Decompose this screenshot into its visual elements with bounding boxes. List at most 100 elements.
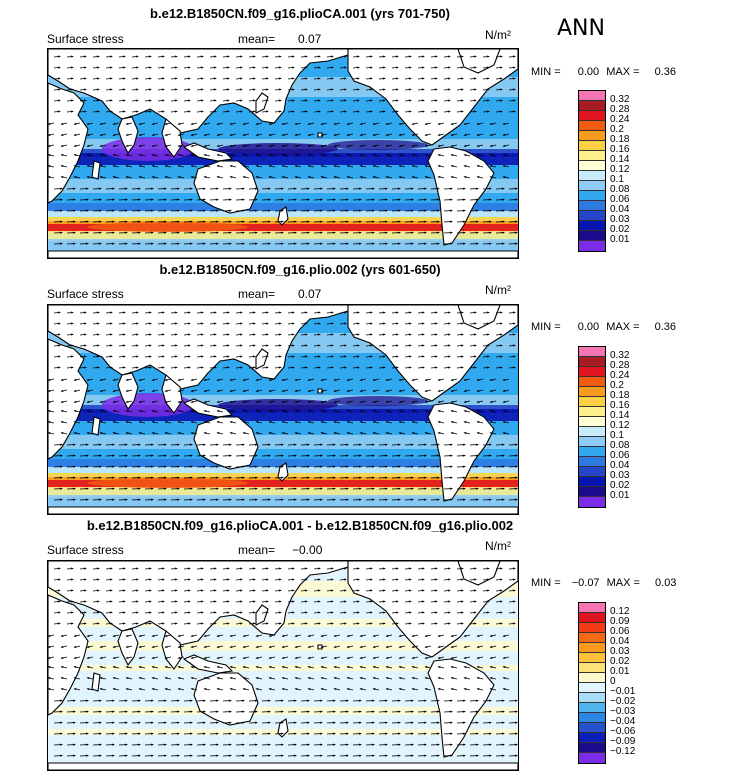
stress-arrow-head (345, 454, 349, 457)
stress-arrow-head (151, 410, 155, 413)
colorbar-tick-label: −0.06 (610, 726, 636, 737)
stress-arrow-head (124, 699, 128, 702)
stress-arrow-head (265, 66, 269, 69)
stress-arrow-head (343, 355, 347, 358)
stress-arrow-head (371, 231, 375, 234)
stress-arrow-head (112, 634, 116, 637)
stress-arrow-head (73, 400, 77, 403)
stress-arrow-head (174, 311, 178, 314)
stress-arrow-head (151, 378, 155, 381)
stress-arrow-head (434, 322, 438, 325)
stress-arrow-head (278, 88, 282, 91)
colorbar-tick-label: 0.02 (610, 656, 630, 667)
stress-arrow-head (137, 443, 141, 446)
stress-arrow-head (164, 400, 168, 403)
stress-arrow-head (99, 432, 103, 435)
stress-arrow-head (423, 209, 427, 212)
stress-arrow-head (423, 187, 427, 190)
stress-arrow-head (242, 634, 246, 637)
stress-arrow-head (267, 498, 271, 501)
stress-arrow-head (512, 333, 516, 336)
stress-arrow-head (59, 710, 63, 713)
stress-arrow-head (489, 677, 493, 680)
stress-arrow-head (177, 144, 181, 147)
stress-arrow-head (267, 710, 271, 713)
stress-arrow-head (408, 578, 412, 581)
stress-arrow-head (278, 611, 282, 614)
stress-arrow-head (408, 77, 412, 80)
stress-arrow-head (164, 677, 168, 680)
stress-arrow-head (122, 344, 126, 347)
stress-arrow-head (148, 110, 152, 113)
stress-arrow-head (200, 322, 204, 325)
stress-arrow-head (164, 645, 168, 648)
stress-arrow-head (213, 366, 217, 369)
stress-arrow-head (163, 187, 167, 190)
stress-arrow-head (216, 634, 220, 637)
stress-arrow-head (306, 721, 310, 724)
stress-arrow-head (59, 220, 63, 223)
stress-arrow-head (70, 567, 74, 570)
stress-arrow-head (395, 77, 399, 80)
stress-arrow-head (137, 743, 141, 746)
stress-arrow-head (176, 743, 180, 746)
stress-arrow-head (239, 66, 243, 69)
stress-arrow-head (83, 66, 87, 69)
stress-arrow-head (59, 721, 63, 724)
stress-arrow-head (281, 677, 285, 680)
stress-arrow-head (190, 400, 194, 403)
stress-arrow-head (98, 465, 102, 468)
stress-arrow-head (135, 355, 139, 358)
colorbar-swatch (579, 111, 605, 121)
stress-arrow-head (449, 476, 453, 479)
stress-arrow-head (397, 220, 401, 223)
stress-arrow-head (332, 187, 336, 190)
stress-arrow-head (462, 465, 466, 468)
stress-arrow-head (176, 187, 180, 190)
stress-arrow-head (187, 567, 191, 570)
stress-arrow-head (346, 122, 350, 125)
stress-arrow-head (151, 677, 155, 680)
stress-arrow-head (473, 578, 477, 581)
stress-arrow-head (111, 721, 115, 724)
land-madagascar (91, 160, 101, 180)
stress-arrow-head (397, 209, 401, 212)
stress-arrow-head (99, 176, 103, 179)
stress-arrow-head (447, 622, 451, 625)
land-nz (277, 206, 289, 226)
stress-arrow-head (434, 589, 438, 592)
stress-arrow-head (226, 344, 230, 347)
stress-arrow-head (241, 498, 245, 501)
stress-arrow-head (203, 144, 207, 147)
stress-arrow-head (109, 600, 113, 603)
stress-arrow-head (174, 366, 178, 369)
stress-arrow-head (330, 55, 334, 58)
stress-arrow-head (216, 133, 220, 136)
stress-arrow-head (317, 311, 321, 314)
stress-arrow-head (424, 656, 428, 659)
stress-arrow-head (281, 389, 285, 392)
stress-arrow-head (57, 578, 61, 581)
stress-arrow-head (187, 55, 191, 58)
stress-arrow-head (294, 122, 298, 125)
stress-arrow-head (395, 622, 399, 625)
stress-arrow-head (447, 589, 451, 592)
stress-arrow-head (437, 389, 441, 392)
stress-arrow-head (358, 465, 362, 468)
stress-arrow-head (473, 344, 477, 347)
stress-arrow-head (437, 400, 441, 403)
stress-arrow-head (346, 410, 350, 413)
stress-arrow-head (122, 66, 126, 69)
stress-arrow-head (346, 432, 350, 435)
stress-arrow-head (189, 732, 193, 735)
stress-arrow-head (434, 578, 438, 581)
stress-arrow-head (398, 176, 402, 179)
stress-arrow-head (475, 231, 479, 234)
stress-arrow-head (122, 567, 126, 570)
stress-arrow-head (161, 311, 165, 314)
stress-arrow-head (395, 311, 399, 314)
stress-arrow-head (450, 688, 454, 691)
stress-arrow-head (476, 688, 480, 691)
stress-arrow-head (514, 465, 518, 468)
stress-arrow-head (372, 389, 376, 392)
